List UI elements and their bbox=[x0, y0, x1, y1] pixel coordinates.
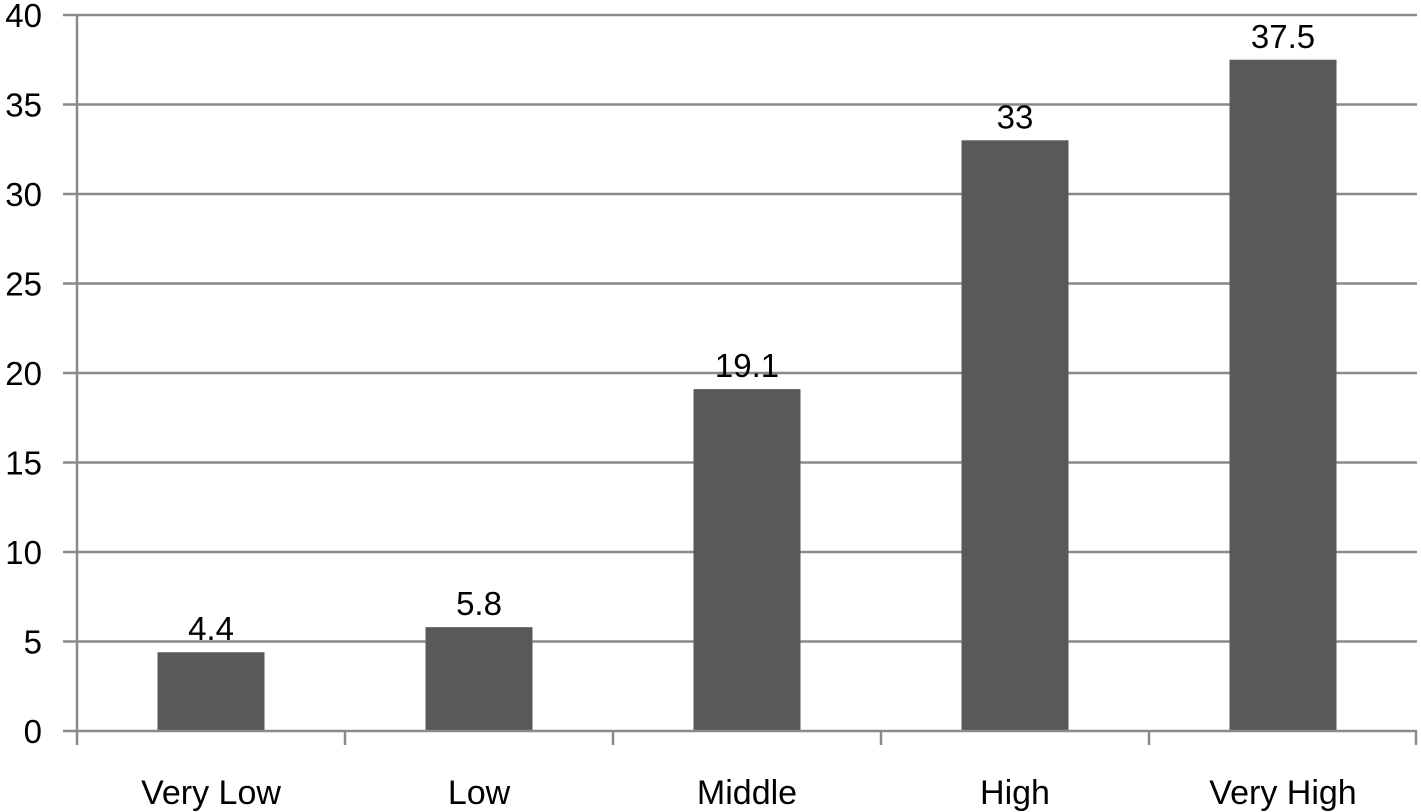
y-tick-label: 25 bbox=[5, 266, 42, 303]
labels: 0 5 10 15 20 25 30 35 40 4.4 Very Low 5.8 Low 19.1 Mid… bbox=[5, 0, 1356, 812]
x-tick-label: Middle bbox=[697, 774, 797, 812]
bars bbox=[157, 59, 1337, 732]
y-tick-label: 5 bbox=[24, 624, 42, 661]
axes bbox=[63, 15, 1418, 745]
x-tick-label: Very Low bbox=[141, 774, 281, 812]
x-tick-label: Low bbox=[448, 774, 511, 812]
data-label: 5.8 bbox=[456, 585, 502, 622]
data-label: 33 bbox=[997, 98, 1034, 135]
bar-high bbox=[961, 140, 1069, 732]
bar-low bbox=[425, 627, 533, 731]
data-label: 37.5 bbox=[1251, 18, 1315, 55]
y-tick-label: 40 bbox=[5, 0, 42, 34]
y-tick-label: 35 bbox=[5, 87, 42, 124]
bar-very-low bbox=[157, 652, 265, 731]
data-label: 19.1 bbox=[715, 347, 779, 384]
y-tick-label: 0 bbox=[24, 713, 42, 750]
x-tick-label: High bbox=[980, 774, 1050, 812]
y-tick-label: 15 bbox=[5, 445, 42, 482]
data-label: 4.4 bbox=[188, 610, 234, 647]
y-tick-label: 30 bbox=[5, 176, 42, 213]
y-tick-label: 20 bbox=[5, 355, 42, 392]
bar-middle bbox=[693, 389, 801, 731]
bar-very-high bbox=[1229, 59, 1337, 731]
y-tick-label: 10 bbox=[5, 534, 42, 571]
x-tick-label: Very High bbox=[1209, 774, 1356, 812]
